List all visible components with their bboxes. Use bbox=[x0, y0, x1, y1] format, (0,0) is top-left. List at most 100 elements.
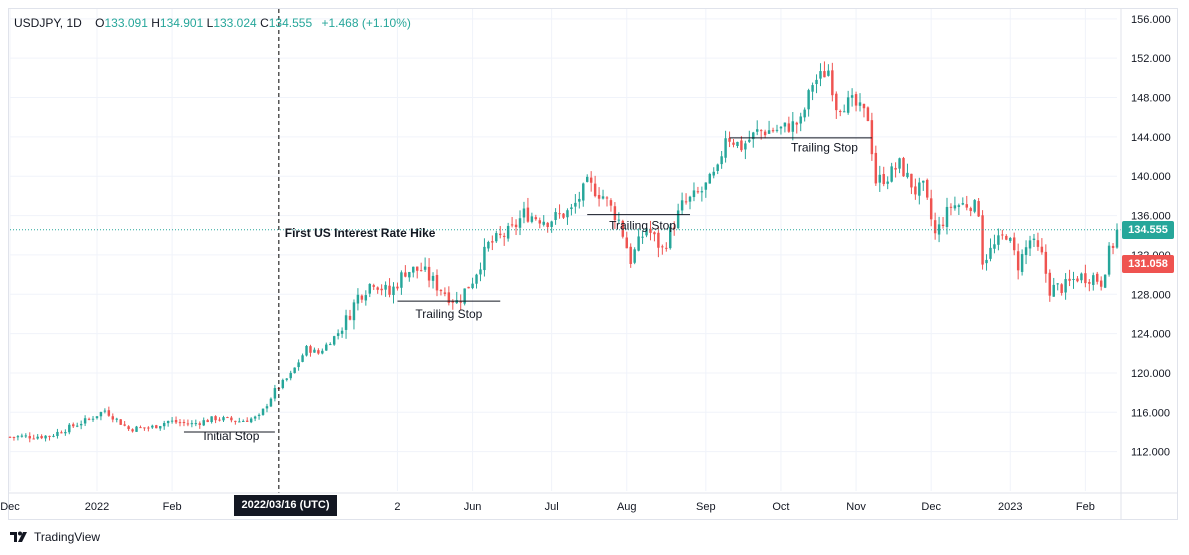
candle-body bbox=[392, 286, 395, 296]
candle bbox=[352, 299, 356, 330]
candle bbox=[629, 243, 632, 268]
brand-name[interactable]: TradingView bbox=[34, 530, 101, 544]
candle-body bbox=[159, 426, 162, 429]
candle bbox=[657, 226, 660, 258]
candle-body bbox=[301, 355, 304, 362]
candle bbox=[87, 417, 91, 421]
candle bbox=[1115, 223, 1119, 249]
candle-body bbox=[44, 435, 47, 439]
overlays: First US Interest Rate Hike Initial Stop T… bbox=[10, 9, 1121, 493]
candle bbox=[1040, 238, 1044, 255]
candle-body bbox=[293, 367, 296, 374]
candle bbox=[107, 406, 111, 417]
candle bbox=[748, 130, 751, 143]
candle-body bbox=[941, 224, 945, 227]
candle-body bbox=[475, 274, 478, 284]
open-value: 133.091 bbox=[104, 16, 148, 30]
candle-body bbox=[672, 227, 676, 229]
candle bbox=[1028, 235, 1032, 257]
candle-body bbox=[143, 427, 146, 429]
time-tick-label: Dec bbox=[0, 501, 20, 513]
time-axis: Dec 2022 Feb 2 Jun Jul Aug Sep Oct Nov Dec 2023 Feb bbox=[0, 492, 1178, 513]
candle bbox=[91, 416, 95, 422]
candle-body bbox=[155, 425, 158, 429]
candle bbox=[755, 120, 759, 136]
candle-body bbox=[902, 157, 905, 177]
candle-body bbox=[823, 71, 826, 78]
candle bbox=[95, 416, 99, 420]
candle-body bbox=[12, 436, 16, 438]
candle-body bbox=[744, 143, 747, 150]
candle-body bbox=[56, 431, 59, 436]
candle bbox=[1068, 269, 1071, 287]
candle-body bbox=[953, 205, 957, 209]
time-tick-label: Aug bbox=[617, 501, 637, 513]
candle-body bbox=[329, 344, 332, 346]
candle bbox=[1048, 269, 1052, 302]
candle bbox=[325, 342, 328, 351]
candle-body bbox=[119, 419, 122, 425]
candle bbox=[625, 231, 628, 249]
candle bbox=[218, 417, 221, 422]
candle bbox=[127, 425, 130, 432]
candle bbox=[720, 150, 723, 169]
candle bbox=[1044, 244, 1048, 283]
candle-body bbox=[321, 350, 324, 354]
candle bbox=[941, 217, 945, 229]
candle bbox=[957, 203, 961, 215]
candle bbox=[506, 222, 510, 242]
candle-body bbox=[95, 416, 99, 419]
candle bbox=[981, 210, 984, 270]
candle-body bbox=[60, 432, 63, 434]
candle bbox=[546, 221, 549, 233]
candle bbox=[779, 125, 783, 135]
candle-body bbox=[886, 181, 889, 184]
candle bbox=[427, 258, 431, 288]
price-tick-label: 152.000 bbox=[1131, 53, 1171, 65]
candle bbox=[44, 435, 47, 442]
candle-body bbox=[309, 346, 312, 353]
candle-body bbox=[356, 294, 360, 304]
candle bbox=[475, 273, 478, 289]
candle bbox=[969, 206, 972, 217]
candle bbox=[301, 353, 304, 363]
time-tick-label: Sep bbox=[696, 501, 716, 513]
candle-body bbox=[265, 406, 269, 409]
candle bbox=[514, 219, 518, 236]
candle-body bbox=[285, 378, 288, 380]
candle bbox=[878, 165, 882, 192]
candle bbox=[261, 408, 265, 416]
chart-frame[interactable] bbox=[8, 8, 1178, 520]
candle bbox=[360, 294, 364, 303]
candle-body bbox=[178, 422, 182, 424]
candle bbox=[1092, 272, 1095, 291]
candle-body bbox=[127, 426, 130, 430]
candle bbox=[103, 408, 107, 414]
candle-body bbox=[787, 123, 791, 132]
candle-body bbox=[495, 233, 498, 242]
candle-body bbox=[1016, 251, 1020, 271]
candle bbox=[874, 145, 878, 186]
candle bbox=[1060, 283, 1063, 296]
candle bbox=[384, 281, 387, 297]
candle bbox=[392, 282, 395, 304]
tradingview-logo-icon[interactable] bbox=[10, 531, 28, 543]
time-tick-label: 2023 bbox=[998, 501, 1022, 513]
candle-body bbox=[669, 226, 672, 249]
candle bbox=[894, 162, 897, 178]
candle bbox=[961, 197, 965, 206]
candle-body bbox=[676, 210, 680, 229]
symbol-name[interactable]: USDJPY, 1D bbox=[14, 16, 82, 30]
candle-body bbox=[325, 344, 328, 351]
footer: TradingView bbox=[10, 530, 100, 544]
time-tick-label: Jun bbox=[464, 501, 482, 513]
candle-body bbox=[52, 435, 55, 437]
candle-body bbox=[1068, 278, 1071, 281]
candle-body bbox=[657, 232, 660, 248]
candle bbox=[234, 420, 237, 425]
candle-body bbox=[48, 435, 51, 437]
candle bbox=[661, 244, 664, 255]
candle-body bbox=[415, 266, 419, 271]
candle bbox=[242, 419, 245, 422]
